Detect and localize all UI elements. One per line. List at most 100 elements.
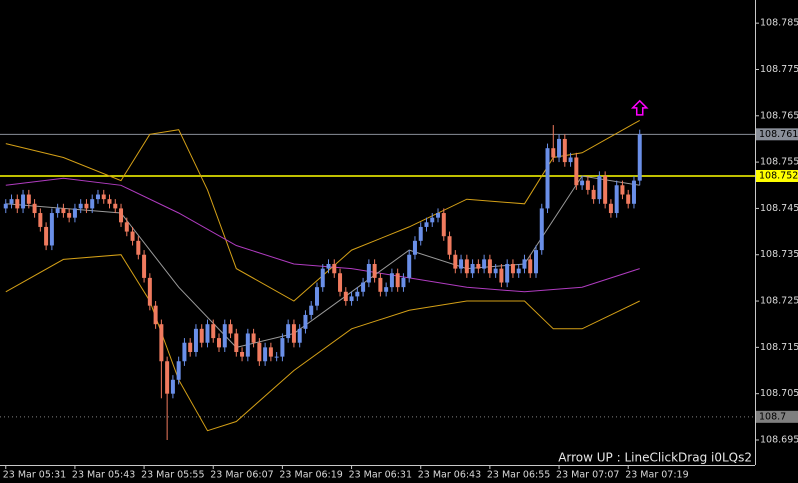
candle-body [268,347,273,357]
candle-body [147,277,152,306]
candle-body [378,277,383,292]
candle-body [459,259,464,269]
candle-body [366,263,371,283]
candle-body [49,213,54,246]
y-tick-label: 108.745 [760,203,798,214]
candle-body [95,194,100,200]
candle-body [424,222,429,227]
candle-body [291,324,296,343]
price-box [756,410,798,423]
candle-body [338,273,343,292]
candle-body [90,199,95,209]
candle-body [61,208,66,214]
candle-body [228,324,233,334]
candle-body [72,208,77,218]
candle-body [545,148,550,209]
candle-body [436,213,441,218]
candle-body [395,273,400,288]
candle-body [551,148,556,158]
candle-body [159,324,164,362]
candle-body [101,194,106,200]
candle-body [107,199,112,204]
candle-body [505,263,510,283]
candle-body [297,328,302,343]
candle-body [165,361,170,394]
y-tick-label: 108.725 [760,296,798,307]
candle-body [32,203,37,214]
candle-body [245,333,250,357]
candle-body [153,305,158,325]
candle-body [170,379,175,394]
candle-body [136,240,141,255]
candle-body [493,268,498,274]
x-tick-label: 23 Mar 05:55 [141,470,204,481]
indicator-line [5,254,640,432]
candle-body [487,259,492,274]
candle-body [430,217,435,223]
x-tick-label: 23 Mar 06:55 [487,470,550,481]
candle-body [608,203,613,214]
candle-body [361,282,366,292]
candle-body [320,268,325,288]
candle-body [142,254,147,278]
candle-body [464,259,469,274]
candle-body [637,134,642,181]
candle-body [9,199,14,204]
candle-body [3,203,8,209]
price-box [756,128,798,141]
candle-body [603,175,608,204]
candle-body [119,208,124,223]
y-tick-label: 108.735 [760,249,798,260]
candle-body [349,296,354,302]
candle-body [257,342,262,362]
candle-body [591,189,596,200]
candle-body [199,328,204,343]
candle-body [44,226,49,246]
x-tick-label: 23 Mar 06:43 [418,470,481,481]
candle-body [418,226,423,241]
annotation: Arrow UP : LineClickDrag i0LQs2 [558,451,752,465]
x-tick-label: 23 Mar 06:19 [279,470,342,481]
candle-body [585,180,590,190]
candle-body [211,324,216,339]
candle-body [372,263,377,278]
candle-body [113,203,118,209]
candle-body [188,342,193,352]
candle-body [476,263,481,269]
x-tick-label: 23 Mar 07:19 [625,470,688,481]
candle-body [568,157,573,163]
indicator-line [5,175,640,348]
y-tick-label: 108.695 [760,434,798,445]
candle-body [562,138,567,163]
candle-body [274,356,279,358]
candle-body [447,236,452,255]
candle-body [389,273,394,288]
candle-body [574,157,579,186]
candle-body [580,180,585,186]
x-tick-label: 23 Mar 06:31 [349,470,412,481]
candle-body [631,180,636,204]
candle-body [193,328,198,352]
candle-body [332,263,337,274]
indicator-line [5,119,640,302]
candle-body [343,291,348,302]
y-tick-label: 108.755 [760,157,798,168]
arrow-up [630,99,649,116]
candle-body [441,213,446,237]
candle-body [205,324,210,343]
candle-body [263,347,268,362]
candle-body [303,314,308,329]
price-box-label: 108.752 [759,170,798,181]
price-box [756,169,798,182]
x-tick-label: 23 Mar 05:31 [3,470,66,481]
candle-body [234,333,239,352]
x-tick-label: 23 Mar 05:43 [72,470,135,481]
candle-body [499,268,504,283]
candle-body [510,263,515,274]
candle-body [620,185,625,195]
candle-body [407,254,412,278]
candle-body [453,254,458,269]
candle-body [516,268,521,274]
candle-body [21,194,26,209]
